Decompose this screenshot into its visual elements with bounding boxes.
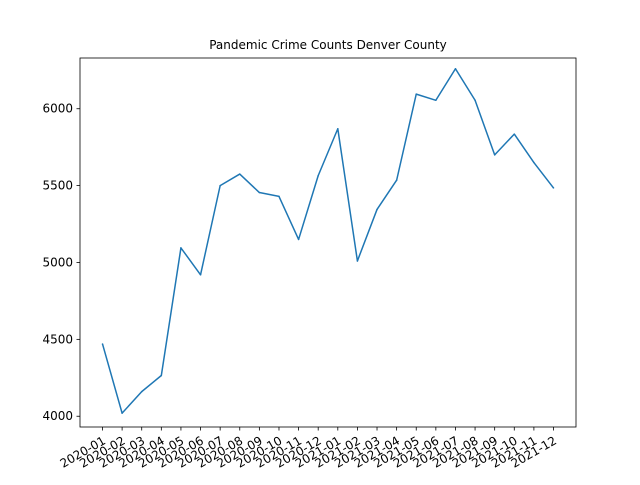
y-tick-label: 4000 [42,409,73,423]
y-tick-label: 4500 [42,332,73,346]
data-point [395,179,398,181]
data-point [415,93,417,95]
data-point [533,161,535,164]
data-point [454,68,457,70]
data-point [140,390,143,393]
y-tick-label: 5500 [42,179,73,193]
data-point [258,191,261,194]
axes-frame [79,57,577,428]
data-point [376,208,378,211]
data-point [493,154,496,156]
series-line [101,68,555,414]
data-point [239,173,241,175]
data-point [356,260,359,262]
data-point [219,184,221,187]
data-point [278,195,280,198]
data-point [101,343,104,345]
chart-title: Pandemic Crime Counts Denver County [209,38,447,52]
data-point [337,127,339,130]
data-point [513,133,516,135]
data-point [435,99,437,102]
y-tick-label: 5000 [42,255,73,269]
data-point [160,374,163,377]
data-point [180,247,182,249]
data-point [552,187,555,189]
data-point [317,174,319,177]
data-point [199,274,202,276]
data-point [474,99,476,102]
y-tick-label: 6000 [42,102,73,116]
data-point [297,238,300,241]
plot-area: 400045005000550060002020-012020-022020-0… [42,57,577,471]
data-point [121,412,123,414]
